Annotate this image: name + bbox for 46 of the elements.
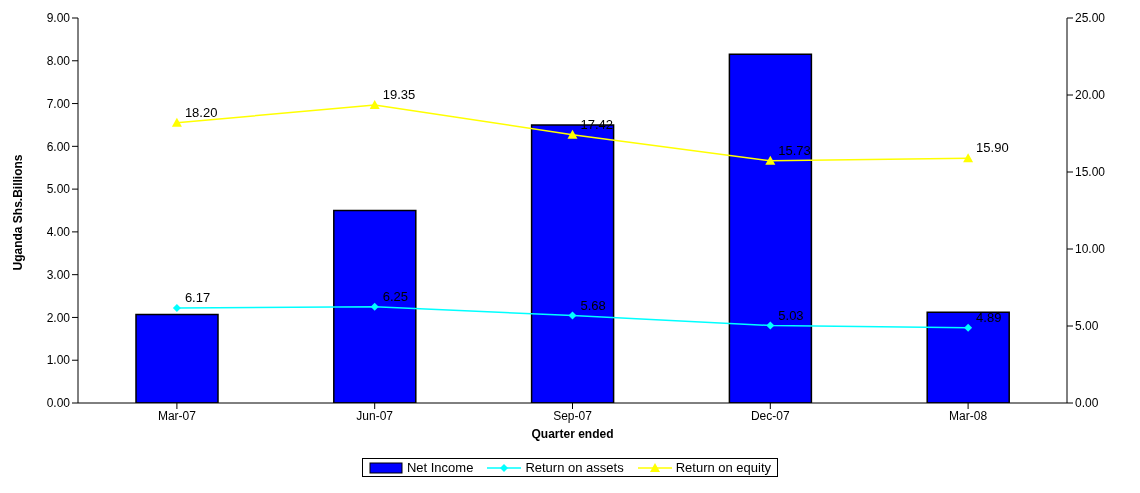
point xyxy=(172,303,181,312)
y-tick-label: 3.00 xyxy=(46,267,71,282)
y-axis-title: Uganda Shs.Billions xyxy=(11,154,26,271)
y-tick-label: 5.00 xyxy=(46,182,71,197)
y-tick-label: 6.00 xyxy=(46,139,71,154)
point xyxy=(766,321,775,330)
y2-tick-label: 0.00 xyxy=(1075,396,1099,411)
x-tick-label: Dec-07 xyxy=(750,408,790,423)
y-tick-label: 4.00 xyxy=(46,225,71,240)
x-tick-label: Jun-07 xyxy=(356,408,394,423)
legend-label: Return on assets xyxy=(525,460,624,475)
y-tick-label: 1.00 xyxy=(46,353,71,368)
y2-tick-label: 25.00 xyxy=(1075,11,1106,26)
point xyxy=(370,302,379,311)
y-tick-label: 9.00 xyxy=(46,11,71,26)
y2-tick-label: 10.00 xyxy=(1075,242,1106,257)
point xyxy=(567,129,578,139)
data-label: 18.20 xyxy=(184,104,218,120)
data-label: 6.25 xyxy=(382,288,409,304)
data-label: 19.35 xyxy=(382,87,416,103)
x-tick-label: Mar-08 xyxy=(949,408,988,423)
point xyxy=(171,117,182,127)
point xyxy=(369,100,380,110)
x-tick-label: Mar-07 xyxy=(157,408,197,423)
point xyxy=(964,323,973,332)
point xyxy=(765,155,776,165)
data-label: 15.90 xyxy=(976,140,1009,156)
legend-label: Net Income xyxy=(406,460,474,475)
data-label: 4.89 xyxy=(976,309,1002,325)
data-label: 5.68 xyxy=(580,297,606,313)
y-tick-label: 7.00 xyxy=(46,96,71,111)
y-tick-label: 8.00 xyxy=(46,54,71,69)
x-axis-title: Quarter ended xyxy=(531,427,614,441)
y2-tick-label: 20.00 xyxy=(1075,88,1106,103)
point xyxy=(963,153,974,163)
data-label: 6.17 xyxy=(184,289,211,305)
data-label: 17.42 xyxy=(580,116,614,132)
y2-tick-label: 5.00 xyxy=(1075,319,1099,334)
data-label: 15.73 xyxy=(778,142,811,158)
x-tick-label: Sep-07 xyxy=(553,408,593,423)
y-tick-label: 2.00 xyxy=(46,310,71,325)
y2-tick-label: 15.00 xyxy=(1075,165,1106,180)
y-tick-label: 0.00 xyxy=(46,396,71,411)
legend-label: Return on equity xyxy=(675,460,772,475)
point xyxy=(568,311,577,320)
data-label: 5.03 xyxy=(778,307,804,323)
